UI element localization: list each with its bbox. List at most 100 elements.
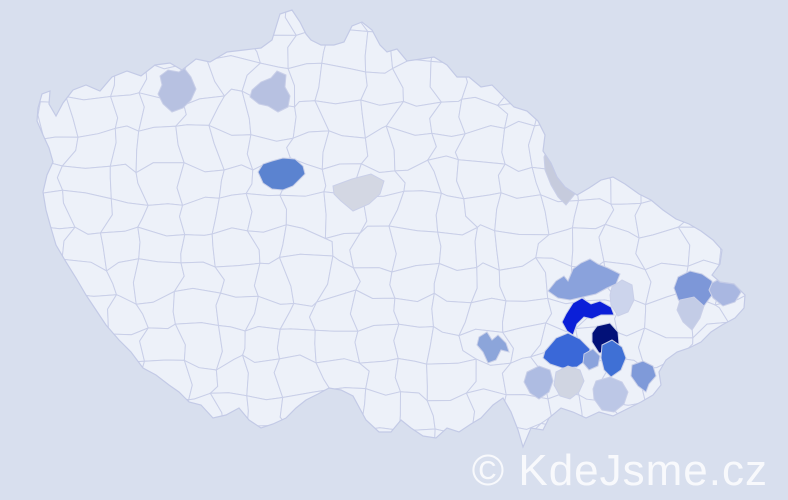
district-cell[interactable] (493, 26, 537, 73)
district-cell[interactable] (681, 0, 730, 40)
district-cell[interactable] (291, 489, 326, 500)
district-w-butterfly[interactable] (476, 331, 510, 364)
district-cell[interactable] (652, 0, 693, 8)
district-cell[interactable] (533, 36, 576, 74)
district-cell[interactable] (133, 388, 190, 436)
district-cell[interactable] (177, 488, 225, 500)
district-cell[interactable] (533, 87, 586, 128)
district-cell[interactable] (681, 35, 730, 72)
district-se-mid-sm[interactable] (582, 348, 601, 371)
district-cell[interactable] (135, 359, 193, 401)
district-cell[interactable] (364, 25, 394, 74)
district-s-peri[interactable] (592, 376, 629, 413)
district-cell[interactable] (0, 0, 33, 41)
district-cell[interactable] (32, 356, 81, 397)
district-cell[interactable] (0, 319, 46, 371)
district-cell[interactable] (752, 125, 788, 167)
district-cell[interactable] (493, 0, 540, 41)
district-cell[interactable] (0, 133, 6, 167)
district-cell[interactable] (31, 487, 80, 500)
district-cell[interactable] (720, 362, 766, 397)
district-cell[interactable] (319, 387, 367, 433)
district-cell[interactable] (33, 322, 75, 372)
district-cell[interactable] (32, 390, 82, 434)
district-cell[interactable] (315, 0, 363, 7)
district-cell[interactable] (0, 430, 8, 458)
district-cell[interactable] (645, 132, 691, 171)
district-cell[interactable] (601, 0, 659, 35)
district-cell[interactable] (722, 321, 766, 369)
district-cell[interactable] (755, 258, 788, 300)
district-cell[interactable] (31, 455, 80, 494)
district-cell[interactable] (139, 492, 181, 500)
district-cell[interactable] (755, 194, 788, 229)
district-cell[interactable] (172, 287, 222, 327)
district-cell[interactable] (170, 455, 225, 499)
district-cell[interactable] (242, 425, 297, 466)
district-cell[interactable] (110, 459, 151, 494)
district-cell[interactable] (247, 488, 296, 500)
district-cell[interactable] (423, 465, 472, 500)
district-se-bright[interactable] (561, 297, 615, 336)
district-cell[interactable] (216, 0, 255, 39)
district-cell[interactable] (574, 160, 612, 205)
district-cell[interactable] (0, 62, 42, 104)
district-cell[interactable] (605, 96, 657, 143)
district-cell[interactable] (535, 0, 576, 41)
district-cell[interactable] (288, 424, 321, 467)
district-cell[interactable] (0, 261, 45, 308)
district-cell[interactable] (27, 0, 83, 42)
district-cell[interactable] (648, 26, 694, 70)
district-cell[interactable] (31, 36, 79, 68)
district-cell[interactable] (314, 428, 372, 465)
district-se-tint[interactable] (609, 279, 635, 317)
district-cell[interactable] (387, 0, 441, 33)
district-cell[interactable] (571, 30, 611, 74)
district-cell[interactable] (0, 193, 34, 235)
district-cell[interactable] (359, 387, 402, 432)
district-cell[interactable] (470, 0, 515, 38)
district-cell[interactable] (241, 325, 281, 364)
district-cell[interactable] (0, 69, 6, 102)
district-cell[interactable] (0, 363, 46, 401)
district-cell[interactable] (755, 394, 788, 436)
district-cell[interactable] (99, 487, 153, 500)
district-cell[interactable] (33, 256, 63, 302)
district-cell[interactable] (66, 332, 110, 365)
district-central-e[interactable] (332, 173, 385, 212)
district-cell[interactable] (604, 138, 653, 171)
district-cell[interactable] (0, 394, 44, 437)
district-cell[interactable] (674, 390, 730, 436)
district-cell[interactable] (572, 91, 612, 141)
district-cell[interactable] (169, 427, 224, 462)
district-cell[interactable] (750, 66, 788, 101)
district-cell[interactable] (72, 355, 102, 396)
district-cell[interactable] (496, 64, 546, 107)
district-cell[interactable] (2, 99, 45, 140)
district-prague[interactable] (257, 157, 306, 191)
district-cell[interactable] (713, 289, 755, 333)
district-cell[interactable] (72, 426, 119, 462)
district-cell[interactable] (640, 157, 695, 205)
district-cell[interactable] (721, 2, 754, 41)
district-cell[interactable] (215, 460, 249, 490)
district-cell[interactable] (387, 0, 433, 4)
district-cell[interactable] (71, 0, 117, 42)
district-cell[interactable] (99, 0, 155, 40)
district-cell[interactable] (604, 160, 647, 205)
district-cell[interactable] (282, 0, 320, 5)
district-cell[interactable] (573, 58, 608, 98)
district-cell[interactable] (0, 430, 43, 459)
district-cell[interactable] (140, 24, 188, 70)
district-cell[interactable] (649, 0, 692, 37)
district-cell[interactable] (71, 30, 117, 73)
district-cell[interactable] (751, 290, 788, 330)
district-cell[interactable] (398, 428, 436, 465)
district-cell[interactable] (0, 98, 10, 134)
district-cell[interactable] (356, 0, 389, 7)
district-cell[interactable] (76, 487, 110, 500)
district-cell[interactable] (0, 194, 9, 234)
district-cell[interactable] (604, 59, 654, 106)
district-cell[interactable] (671, 355, 730, 398)
